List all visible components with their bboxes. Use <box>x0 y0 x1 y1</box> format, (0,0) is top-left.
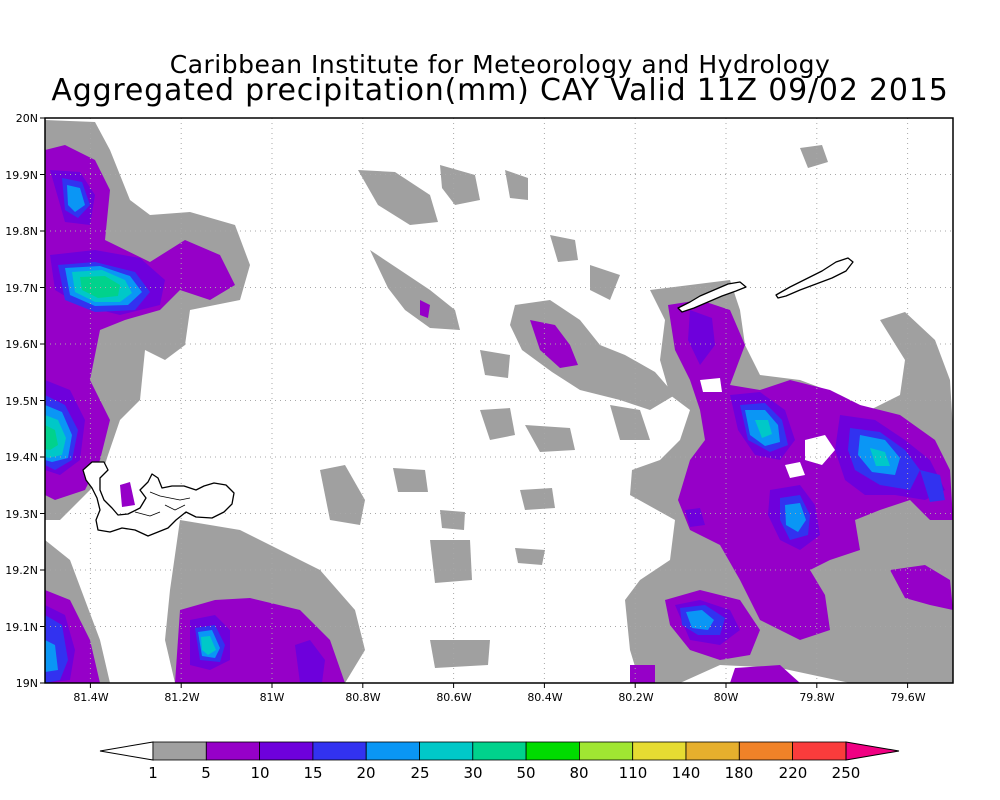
map-title-line1: Caribbean Institute for Meteorology and … <box>169 50 831 79</box>
lat-tick-label: 19.8N <box>5 225 38 238</box>
lat-tick-label: 19.7N <box>5 282 38 295</box>
colorbar-label: 20 <box>356 764 375 782</box>
precip-gaps <box>200 338 835 560</box>
colorbar-swatch <box>259 741 314 761</box>
colorbar-label: 250 <box>832 764 861 782</box>
lon-tick-label: 79.6W <box>890 691 925 704</box>
lon-tick-label: 81.2W <box>164 691 199 704</box>
colorbar-swatch <box>419 741 474 761</box>
lat-tick-label: 19.6N <box>5 338 38 351</box>
lon-tick-label: 81W <box>260 691 285 704</box>
colorbar-above-arrow <box>845 741 900 761</box>
grand-cayman-island <box>82 461 235 537</box>
precipitation-field <box>45 120 953 683</box>
lon-tick-label: 79.8W <box>799 691 834 704</box>
colorbar-swatch <box>525 741 580 761</box>
lat-tick-label: 19.4N <box>5 451 38 464</box>
colorbar-label: 140 <box>672 764 701 782</box>
lon-tick-label: 80.2W <box>618 691 653 704</box>
longitude-axis: 81.4W 81.2W 81W 80.8W 80.6W 80.4W 80.2W … <box>73 691 925 704</box>
colorbar-swatch <box>312 741 367 761</box>
lat-tick-label: 19.1N <box>5 621 38 634</box>
colorbar-swatch <box>685 741 740 761</box>
lat-tick-label: 19.3N <box>5 508 38 521</box>
colorbar-label: 10 <box>250 764 269 782</box>
lon-tick-label: 80W <box>714 691 739 704</box>
cayman-islands-outlines <box>82 257 854 537</box>
map-gridlines <box>45 118 953 683</box>
colorbar-label: 80 <box>569 764 588 782</box>
lat-tick-label: 19.5N <box>5 395 38 408</box>
lon-tick-label: 80.6W <box>436 691 471 704</box>
colorbar-label: 15 <box>303 764 322 782</box>
lat-tick-label: 19.9N <box>5 169 38 182</box>
colorbar-label: 25 <box>410 764 429 782</box>
lon-tick-label: 81.4W <box>73 691 108 704</box>
colorbar-label: 180 <box>725 764 754 782</box>
precipitation-colorbar: 1 5 10 15 20 25 30 50 80 110 140 180 220… <box>99 741 900 782</box>
colorbar-label: 5 <box>201 764 211 782</box>
colorbar-swatch <box>365 741 420 761</box>
cayman-brac-island <box>775 257 854 299</box>
axis-ticks <box>40 117 909 688</box>
colorbar-label: 220 <box>779 764 808 782</box>
grand-cayman-north-sound <box>134 491 191 517</box>
lat-tick-label: 20N <box>16 112 38 125</box>
lon-tick-label: 80.8W <box>345 691 380 704</box>
map-title-line2: Aggregated precipitation(mm) CAY Valid 1… <box>51 73 949 108</box>
colorbar-label: 50 <box>516 764 535 782</box>
colorbar-labels: 1 5 10 15 20 25 30 50 80 110 140 180 220… <box>148 764 860 782</box>
colorbar-below-arrow <box>99 741 154 761</box>
lat-tick-label: 19.2N <box>5 564 38 577</box>
colorbar-swatch <box>738 741 793 761</box>
latitude-axis: 20N 19.9N 19.8N 19.7N 19.6N 19.5N 19.4N … <box>5 112 38 690</box>
colorbar-label: 1 <box>148 764 158 782</box>
colorbar-swatch <box>792 741 847 761</box>
lon-tick-label: 80.4W <box>527 691 562 704</box>
colorbar-swatch <box>632 741 687 761</box>
little-cayman-island <box>677 281 747 313</box>
colorbar-swatch <box>579 741 634 761</box>
colorbar-label: 110 <box>619 764 648 782</box>
colorbar-label: 30 <box>463 764 482 782</box>
colorbar-swatches <box>152 741 847 761</box>
colorbar-swatch <box>472 741 527 761</box>
colorbar-swatch <box>152 741 207 761</box>
lat-tick-label: 19N <box>16 677 38 690</box>
colorbar-swatch <box>205 741 261 761</box>
